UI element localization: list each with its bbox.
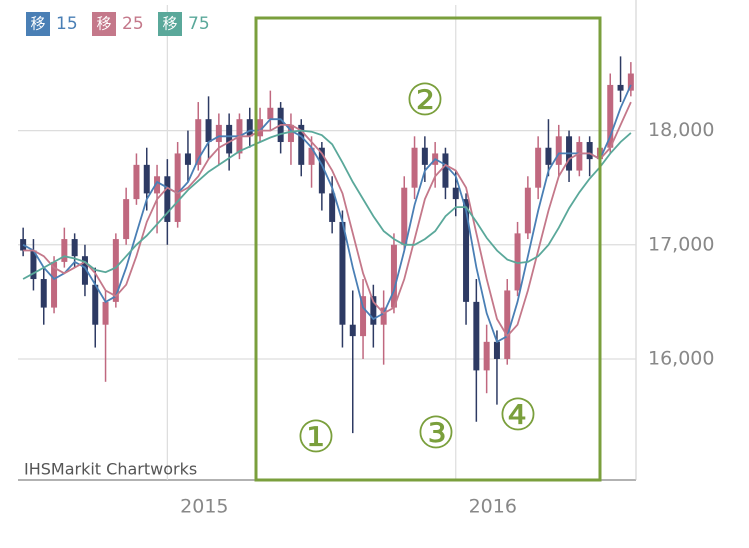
candle-body xyxy=(308,147,315,165)
candle-body xyxy=(226,124,233,154)
annotation: ② xyxy=(405,75,444,126)
candle-body xyxy=(627,73,634,91)
candle-body xyxy=(51,261,58,308)
candle-body xyxy=(329,193,336,222)
candle-body xyxy=(174,153,181,222)
candle-body xyxy=(184,153,191,165)
candle-body xyxy=(390,244,397,308)
legend-label: 15 xyxy=(56,14,78,34)
candle-body xyxy=(298,124,305,165)
legend-label: 25 xyxy=(122,14,144,34)
candle-body xyxy=(71,239,78,257)
candle-body xyxy=(535,147,542,188)
candle-body xyxy=(370,296,377,325)
candle-body xyxy=(61,239,68,262)
candle-body xyxy=(318,147,325,194)
candle-body xyxy=(164,176,171,222)
candle-body xyxy=(287,124,294,143)
legend-badge-text: 移 xyxy=(30,15,45,33)
annotation: ③ xyxy=(416,408,455,459)
candle-body xyxy=(483,341,490,371)
y-tick-label: 18,000 xyxy=(648,119,714,141)
candle-body xyxy=(452,187,459,200)
candle-body xyxy=(81,256,88,285)
candle-body xyxy=(607,84,614,148)
candle-body xyxy=(555,136,562,165)
candle-body xyxy=(246,119,253,137)
ma-line xyxy=(22,84,632,344)
candle-body xyxy=(576,142,583,171)
candle-body xyxy=(195,119,202,165)
candle-body xyxy=(421,147,428,165)
candle-body xyxy=(514,233,521,291)
candle-body xyxy=(102,301,109,325)
candle-body xyxy=(133,164,140,200)
y-tick-label: 16,000 xyxy=(648,347,714,369)
candle-body xyxy=(380,307,387,325)
candle-body xyxy=(493,341,500,359)
candle-body xyxy=(339,221,346,325)
legend-badge xyxy=(92,12,116,36)
candle-body xyxy=(586,142,593,160)
legend-badge-text: 移 xyxy=(162,15,177,33)
candle-body xyxy=(401,187,408,245)
legend-badge xyxy=(26,12,50,36)
candle-body xyxy=(205,119,212,143)
candle-body xyxy=(360,296,367,337)
candle-body xyxy=(154,176,161,194)
candle-body xyxy=(617,84,624,91)
annotation: ① xyxy=(296,412,335,463)
candle-body xyxy=(112,239,119,302)
candle-body xyxy=(215,124,222,143)
candle-body xyxy=(257,119,264,137)
candle-body xyxy=(545,147,552,165)
y-tick-label: 17,000 xyxy=(648,233,714,255)
candle-body xyxy=(504,290,511,359)
candle-body xyxy=(40,279,47,308)
candle-body xyxy=(349,324,356,337)
candle-body xyxy=(92,284,99,325)
ma-line xyxy=(22,129,632,280)
candle-body xyxy=(411,147,418,188)
candle-body xyxy=(267,107,274,120)
candle-body xyxy=(30,250,37,280)
candle-body xyxy=(123,199,130,240)
candle-body xyxy=(442,153,449,188)
legend-badge-text: 移 xyxy=(96,15,111,33)
candle-body xyxy=(143,164,150,194)
candle-body xyxy=(524,187,531,234)
annotation: ④ xyxy=(498,390,537,441)
legend-badge xyxy=(158,12,182,36)
candle-body xyxy=(463,199,470,302)
ma-line xyxy=(23,101,632,338)
candle-body xyxy=(473,301,480,371)
legend-label: 75 xyxy=(188,14,210,34)
highlight-box xyxy=(254,16,602,482)
watermark: IHSMarkit Chartworks xyxy=(24,460,197,479)
x-tick-label: 2015 xyxy=(180,496,228,518)
x-tick-label: 2016 xyxy=(469,496,517,518)
